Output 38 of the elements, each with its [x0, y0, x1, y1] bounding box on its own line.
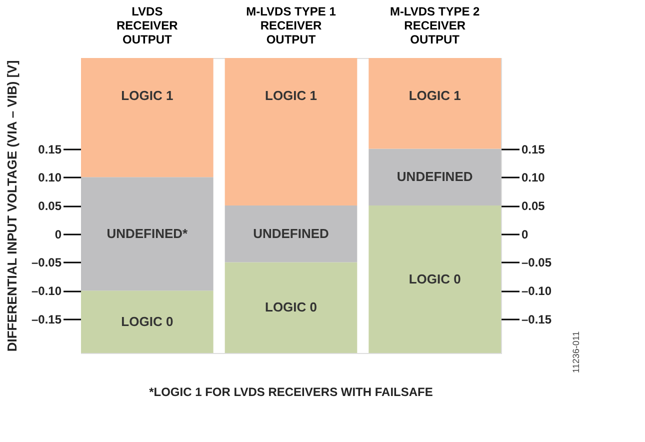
bar — [224, 206, 358, 262]
data-label: LOGIC 1 — [264, 88, 318, 103]
bar — [224, 262, 358, 353]
data-label: UNDEFINED — [253, 226, 329, 241]
bar — [81, 58, 214, 178]
y-tick-label: –0.05 — [31, 256, 62, 270]
y-tick-label: 0 — [54, 227, 62, 242]
y2-tick-label: 0.05 — [522, 199, 546, 213]
x-tick-label: M-LVDS TYPE 1 RECEIVER OUTPUT — [246, 4, 336, 46]
data-label: UNDEFINED — [396, 169, 473, 184]
data-label: UNDEFINED* — [106, 226, 189, 241]
x-tick-label: LVDS RECEIVER OUTPUT — [116, 4, 178, 46]
y-tick-label: 0.05 — [38, 199, 62, 213]
data-label: LOGIC 1 — [408, 88, 461, 103]
y-tick-label: 0.10 — [38, 170, 62, 185]
y2-tick-label: 0.15 — [522, 142, 546, 156]
bar — [368, 58, 501, 149]
data-label: LOGIC 0 — [408, 271, 461, 286]
bar — [368, 148, 501, 206]
text: 11236-011 — [571, 331, 581, 373]
y2-tick-label: 0 — [522, 227, 528, 242]
y2-tick-label: –0.15 — [522, 312, 552, 326]
y-axis-title: DIFFERENTIAL INPUT VOLTAGE (VIA – VIB) [V] — [4, 60, 20, 352]
bar — [224, 58, 358, 206]
y2-tick-label: –0.10 — [522, 284, 552, 298]
text: *LOGIC 1 FOR LVDS RECEIVERS WITH FAILSAFE — [149, 385, 433, 399]
y2-tick-label: –0.05 — [522, 256, 552, 270]
data-label: LOGIC 0 — [264, 300, 318, 315]
y-tick-label: –0.15 — [31, 312, 62, 326]
x-tick-label: M-LVDS TYPE 2 RECEIVER OUTPUT — [390, 4, 480, 46]
y-tick-label: –0.10 — [31, 284, 62, 298]
bar — [81, 290, 214, 353]
y2-tick-label: 0.10 — [522, 170, 546, 185]
data-label: LOGIC 1 — [121, 88, 174, 103]
bar — [81, 177, 214, 291]
data-label: LOGIC 0 — [121, 314, 174, 329]
y-tick-label: 0.15 — [38, 142, 62, 156]
bar — [368, 206, 501, 353]
